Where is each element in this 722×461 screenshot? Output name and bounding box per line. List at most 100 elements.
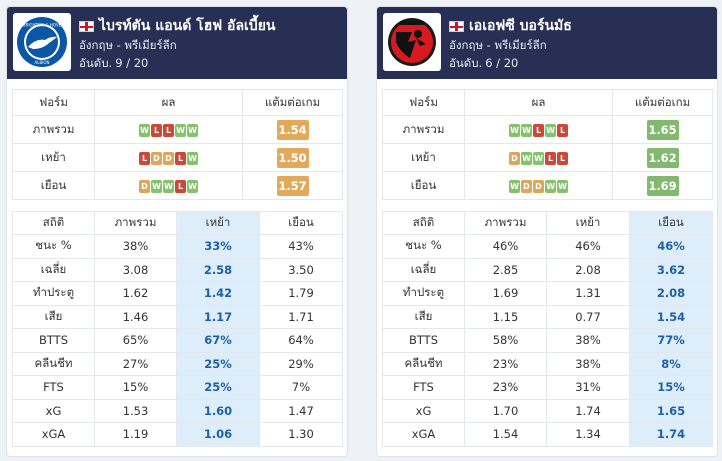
ppg-header: แต้มต่อเกม <box>612 89 713 116</box>
stat-row: คลีนชีท 23% 38% 8% <box>382 351 713 376</box>
result-badge-loss[interactable]: L <box>139 151 150 165</box>
tab-overall[interactable]: ภาพรวม <box>464 211 547 235</box>
stat-row: FTS 23% 31% 15% <box>382 375 713 400</box>
form-row-label: เหย้า <box>382 143 465 172</box>
stat-value-home: 67% <box>176 328 260 353</box>
result-badge-loss[interactable]: L <box>533 123 544 137</box>
stat-label: xGA <box>12 422 95 447</box>
stat-value-home: 38% <box>546 351 630 376</box>
result-badge-loss[interactable]: L <box>557 123 568 137</box>
stat-value-home: 1.17 <box>176 304 260 329</box>
result-badge-win[interactable]: W <box>521 151 532 165</box>
result-badge-win[interactable]: W <box>545 123 556 137</box>
result-badge-loss[interactable]: L <box>175 179 186 193</box>
result-badge-win[interactable]: W <box>139 123 150 137</box>
result-badge-loss[interactable]: L <box>163 123 174 137</box>
result-badge-win[interactable]: W <box>509 123 520 137</box>
result-badge-draw[interactable]: D <box>533 179 544 193</box>
stat-value-away: 7% <box>259 375 343 400</box>
stat-value-away: 3.50 <box>259 257 343 282</box>
form-badges: W D D W W <box>509 179 568 193</box>
ppg-badge: 1.50 <box>276 147 309 168</box>
stat-value-home: 2.58 <box>176 257 260 282</box>
ppg-header: แต้มต่อเกม <box>242 89 343 116</box>
england-flag-icon <box>449 20 464 32</box>
stat-label: xG <box>382 398 465 423</box>
stat-label: FTS <box>12 375 95 400</box>
stat-value-home: 0.77 <box>546 304 630 329</box>
stat-label: ชนะ % <box>12 234 95 259</box>
stat-value-overall: 65% <box>94 328 177 353</box>
result-badge-win[interactable]: W <box>187 151 198 165</box>
stat-value-away: 1.74 <box>629 422 713 447</box>
result-badge-loss[interactable]: L <box>175 151 186 165</box>
brighton-crest-icon: BRIGHTON & HOVE ALBION <box>17 17 67 67</box>
stat-value-home: 1.06 <box>176 422 260 447</box>
form-badges: D W W L W <box>139 179 198 193</box>
result-badge-loss[interactable]: L <box>557 151 568 165</box>
form-row-label: เหย้า <box>12 143 95 172</box>
stat-value-home: 25% <box>176 351 260 376</box>
result-badge-draw[interactable]: D <box>151 151 162 165</box>
form-row-label: ภาพรวม <box>12 115 95 144</box>
result-badge-win[interactable]: W <box>187 179 198 193</box>
stat-label: BTTS <box>12 328 95 353</box>
result-badge-win[interactable]: W <box>557 179 568 193</box>
stat-value-home: 1.34 <box>546 422 630 447</box>
result-badge-win[interactable]: W <box>175 123 186 137</box>
stat-value-away: 3.62 <box>629 257 713 282</box>
stats-table: สถิติ ภาพรวม เหย้า เยือน ชนะ % 38% 33% 43% … <box>12 211 343 447</box>
team-logo[interactable] <box>383 13 441 71</box>
result-badge-loss[interactable]: L <box>545 151 556 165</box>
ppg-badge: 1.69 <box>646 175 679 196</box>
stat-value-home: 1.60 <box>176 398 260 423</box>
ppg-badge: 1.62 <box>646 147 679 168</box>
tab-home[interactable]: เหย้า <box>176 211 260 235</box>
stat-value-away: 1.71 <box>259 304 343 329</box>
form-row-label: เยือน <box>12 171 95 200</box>
result-badge-draw[interactable]: D <box>139 179 150 193</box>
stats-table: สถิติ ภาพรวม เหย้า เยือน ชนะ % 46% 46% 46% … <box>382 211 713 447</box>
result-badge-loss[interactable]: L <box>151 123 162 137</box>
tab-away[interactable]: เยือน <box>259 211 343 235</box>
stat-value-away: 1.65 <box>629 398 713 423</box>
result-badge-draw[interactable]: D <box>163 151 174 165</box>
form-row-overall: ภาพรวม W W L W L 1.65 <box>382 115 713 144</box>
tab-overall[interactable]: ภาพรวม <box>94 211 177 235</box>
league-label[interactable]: อังกฤษ - พรีเมียร์ลีก <box>79 38 177 52</box>
result-badge-win[interactable]: W <box>163 179 174 193</box>
bournemouth-crest-icon <box>388 18 436 66</box>
result-badge-win[interactable]: W <box>151 179 162 193</box>
ppg-badge: 1.54 <box>276 119 309 140</box>
form-badges: W W L W L <box>509 123 568 137</box>
tab-away[interactable]: เยือน <box>629 211 713 235</box>
stat-row: คลีนชีท 27% 25% 29% <box>12 351 343 376</box>
stat-value-away: 43% <box>259 234 343 259</box>
league-label[interactable]: อังกฤษ - พรีเมียร์ลีก <box>449 38 547 52</box>
result-badge-draw[interactable]: D <box>521 179 532 193</box>
result-badge-win[interactable]: W <box>533 151 544 165</box>
stat-value-overall: 1.46 <box>94 304 177 329</box>
stat-label: FTS <box>382 375 465 400</box>
form-row-overall: ภาพรวม W L L W W 1.54 <box>12 115 343 144</box>
stat-value-away: 1.47 <box>259 398 343 423</box>
team-name[interactable]: เอเอฟซี บอร์นมัธ <box>469 18 572 34</box>
stat-value-overall: 27% <box>94 351 177 376</box>
stat-label: คลีนชีท <box>12 351 95 376</box>
result-badge-win[interactable]: W <box>521 123 532 137</box>
result-badge-draw[interactable]: D <box>509 151 520 165</box>
form-row-away: เยือน D W W L W 1.57 <box>12 171 343 200</box>
stat-value-overall: 1.69 <box>464 281 547 306</box>
stat-row: ชนะ % 46% 46% 46% <box>382 234 713 259</box>
result-badge-win[interactable]: W <box>509 179 520 193</box>
tab-home[interactable]: เหย้า <box>546 211 630 235</box>
team-logo[interactable]: BRIGHTON & HOVE ALBION <box>13 13 71 71</box>
result-badge-win[interactable]: W <box>545 179 556 193</box>
team-name[interactable]: ไบรท์ตัน แอนด์ โฮฟ อัลเบี้ยน <box>99 18 276 34</box>
logo-text-top: BRIGHTON & HOVE <box>23 23 62 28</box>
stat-row: FTS 15% 25% 7% <box>12 375 343 400</box>
ppg-badge: 1.65 <box>646 119 679 140</box>
result-badge-win[interactable]: W <box>187 123 198 137</box>
form-header: ฟอร์ม <box>12 89 95 116</box>
ppg-badge: 1.57 <box>276 175 309 196</box>
